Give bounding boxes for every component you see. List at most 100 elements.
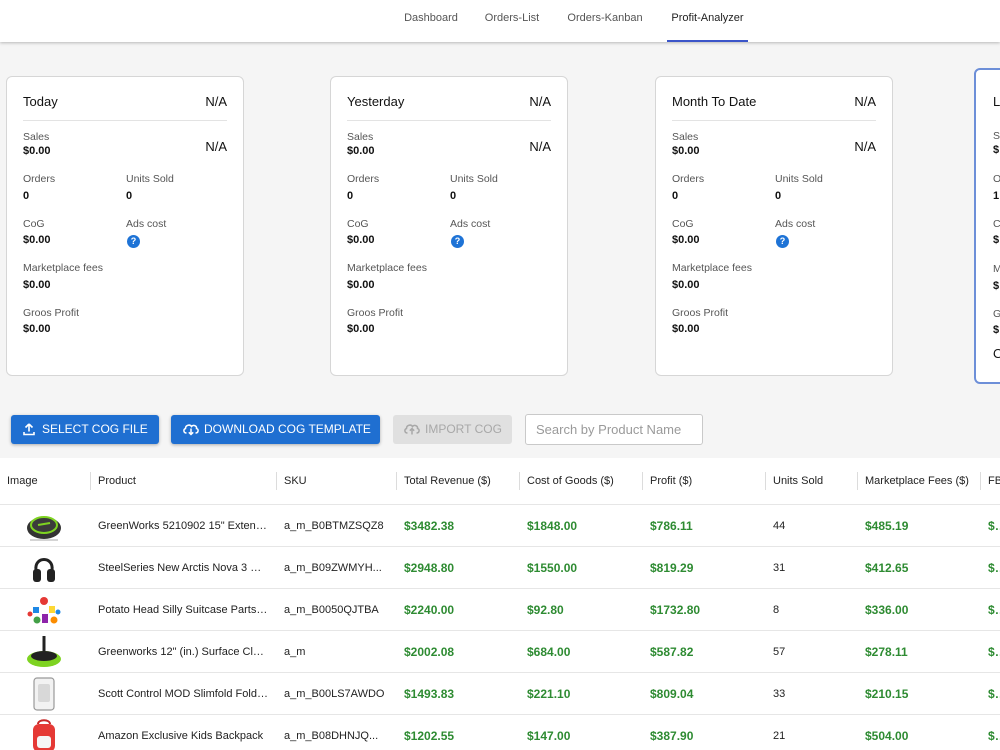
orders-label: Orders (672, 173, 705, 185)
cost-of-goods: $147.00 (527, 729, 571, 743)
sales-value: $ (993, 144, 1000, 156)
product-name[interactable]: Scott Control MOD Slimfold Folding Door (98, 688, 268, 700)
units-sold: 31 (773, 562, 786, 574)
table-row[interactable]: Scott Control MOD Slimfold Folding Door … (0, 672, 1000, 715)
sku: a_m_B0050QJTBA (284, 604, 379, 616)
help-icon[interactable]: ? (127, 235, 140, 248)
sales-label: Sales (347, 131, 374, 143)
profit: $587.82 (650, 645, 694, 659)
table-row[interactable]: SteelSeries New Arctis Nova 3 Headset a_… (0, 546, 1000, 589)
product-name[interactable]: Greenworks 12" (in.) Surface Cleaner (98, 646, 268, 658)
column-header-total-revenue[interactable]: Total Revenue ($) (404, 475, 491, 487)
marketplace-fees: $412.65 (865, 561, 909, 575)
gross-profit-label: G (993, 308, 1000, 320)
profit: $819.29 (650, 561, 694, 575)
column-header-cost-of-goods[interactable]: Cost of Goods ($) (527, 475, 614, 487)
button-label: DOWNLOAD COG TEMPLATE (204, 422, 371, 436)
units-sold: 44 (773, 520, 786, 532)
fba-fees: $4 (988, 645, 1000, 659)
marketplace-fees-value: $0.00 (23, 279, 51, 291)
column-header-product[interactable]: Product (98, 475, 136, 487)
units-sold-value: 0 (450, 190, 457, 202)
top-nav: Dashboard Orders-List Orders-Kanban Prof… (0, 0, 1000, 42)
column-header-marketplace-fees[interactable]: Marketplace Fees ($) (865, 475, 969, 487)
table-row[interactable]: Greenworks 12" (in.) Surface Cleaner a_m… (0, 630, 1000, 673)
marketplace-fees: $485.19 (865, 519, 909, 533)
gross-profit-label: Groos Profit (347, 307, 404, 319)
sales-value: $0.00 (23, 145, 51, 157)
tab-profit-analyzer[interactable]: Profit-Analyzer (667, 0, 748, 42)
gross-profit-value: $0.00 (672, 323, 700, 335)
marketplace-fees-label: M (993, 263, 1000, 275)
cloud-download-icon (183, 424, 199, 436)
cost-of-goods: $92.80 (527, 603, 564, 617)
marketplace-fees: $210.15 (865, 687, 909, 701)
orders-value: 0 (23, 190, 30, 202)
total-revenue: $1493.83 (404, 687, 455, 701)
card-title: Month To Date (672, 94, 757, 109)
column-header-fba[interactable]: FB (988, 475, 1000, 487)
table-row[interactable]: Potato Head Silly Suitcase Parts and Pie… (0, 588, 1000, 631)
cloud-upload-icon (404, 424, 420, 435)
product-name[interactable]: Amazon Exclusive Kids Backpack (98, 730, 264, 742)
cog-value: $ (993, 234, 1000, 246)
total-revenue: $2948.80 (404, 561, 455, 575)
units-sold-label: Units Sold (450, 173, 498, 185)
help-icon[interactable]: ? (451, 235, 464, 248)
card-title: L (993, 94, 1000, 109)
product-name[interactable]: GreenWorks 5210902 15" Extension Cord (98, 520, 268, 532)
gross-profit-label: Groos Profit (23, 307, 80, 319)
column-header-units-sold[interactable]: Units Sold (773, 475, 824, 487)
product-name[interactable]: Potato Head Silly Suitcase Parts and Pie… (98, 604, 268, 616)
units-sold: 57 (773, 646, 786, 658)
tab-orders-list[interactable]: Orders-List (484, 12, 540, 24)
select-cog-file-button[interactable]: SELECT COG FILE (11, 415, 159, 444)
surface-cleaner-icon (27, 636, 61, 667)
cog-label: CoG (23, 218, 45, 230)
profit: $1732.80 (650, 603, 701, 617)
appliance-icon (33, 677, 55, 711)
summary-card-today: Today N/A N/A Sales $0.00 Orders 0 Units… (6, 76, 244, 376)
profit: $387.90 (650, 729, 694, 743)
button-label: IMPORT COG (425, 422, 502, 436)
ads-cost-label: Ads cost (450, 218, 491, 230)
cog-value: $0.00 (23, 234, 51, 246)
import-cog-button[interactable]: IMPORT COG (393, 415, 512, 444)
card-header-value: N/A (205, 94, 227, 109)
fba-fees: $1 (988, 729, 1000, 743)
backpack-icon (33, 719, 55, 750)
sku: a_m_B00LS7AWDO (284, 688, 385, 700)
card-header-value: N/A (854, 94, 876, 109)
column-header-image[interactable]: Image (7, 475, 38, 487)
product-name[interactable]: SteelSeries New Arctis Nova 3 Headset (98, 562, 268, 574)
sku: a_m (284, 646, 306, 658)
tab-orders-kanban[interactable]: Orders-Kanban (567, 12, 643, 24)
tab-dashboard[interactable]: Dashboard (404, 12, 458, 24)
extra-value: O (993, 346, 1000, 361)
help-icon[interactable]: ? (776, 235, 789, 248)
gross-profit-value: $0.00 (23, 323, 51, 335)
units-sold-value: 0 (775, 190, 782, 202)
orders-label: Orders (23, 173, 56, 185)
download-cog-template-button[interactable]: DOWNLOAD COG TEMPLATE (171, 415, 380, 444)
marketplace-fees-value: $0.00 (347, 279, 375, 291)
marketplace-fees: $504.00 (865, 729, 909, 743)
table-row[interactable]: GreenWorks 5210902 15" Extension Cord a_… (0, 504, 1000, 547)
units-sold-value: 0 (126, 190, 133, 202)
total-revenue: $1202.55 (404, 729, 455, 743)
marketplace-fees-label: Marketplace fees (347, 262, 427, 274)
column-header-sku[interactable]: SKU (284, 475, 307, 487)
column-header-profit[interactable]: Profit ($) (650, 475, 693, 487)
sales-label: S (993, 130, 1000, 142)
table-row[interactable]: Amazon Exclusive Kids Backpack a_m_B08DH… (0, 714, 1000, 750)
fba-fees: $1 (988, 561, 1000, 575)
marketplace-fees-value: $0.00 (672, 279, 700, 291)
profit: $809.04 (650, 687, 694, 701)
gross-profit-value: $0.00 (347, 323, 375, 335)
marketplace-fees-label: Marketplace fees (672, 262, 752, 274)
sku: a_m_B08DHNJQ... (284, 730, 379, 742)
orders-label: O (993, 173, 1000, 185)
profit: $786.11 (650, 519, 693, 533)
search-input[interactable] (525, 414, 703, 445)
marketplace-fees-label: Marketplace fees (23, 262, 103, 274)
